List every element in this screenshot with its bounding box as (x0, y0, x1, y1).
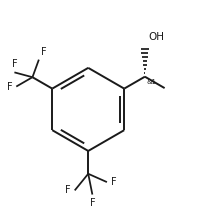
Text: F: F (41, 47, 47, 57)
Text: &1: &1 (146, 79, 157, 85)
Text: F: F (65, 186, 71, 195)
Text: F: F (90, 198, 95, 208)
Text: OH: OH (149, 32, 165, 42)
Text: F: F (12, 59, 17, 69)
Text: F: F (7, 82, 13, 92)
Text: F: F (111, 177, 116, 187)
